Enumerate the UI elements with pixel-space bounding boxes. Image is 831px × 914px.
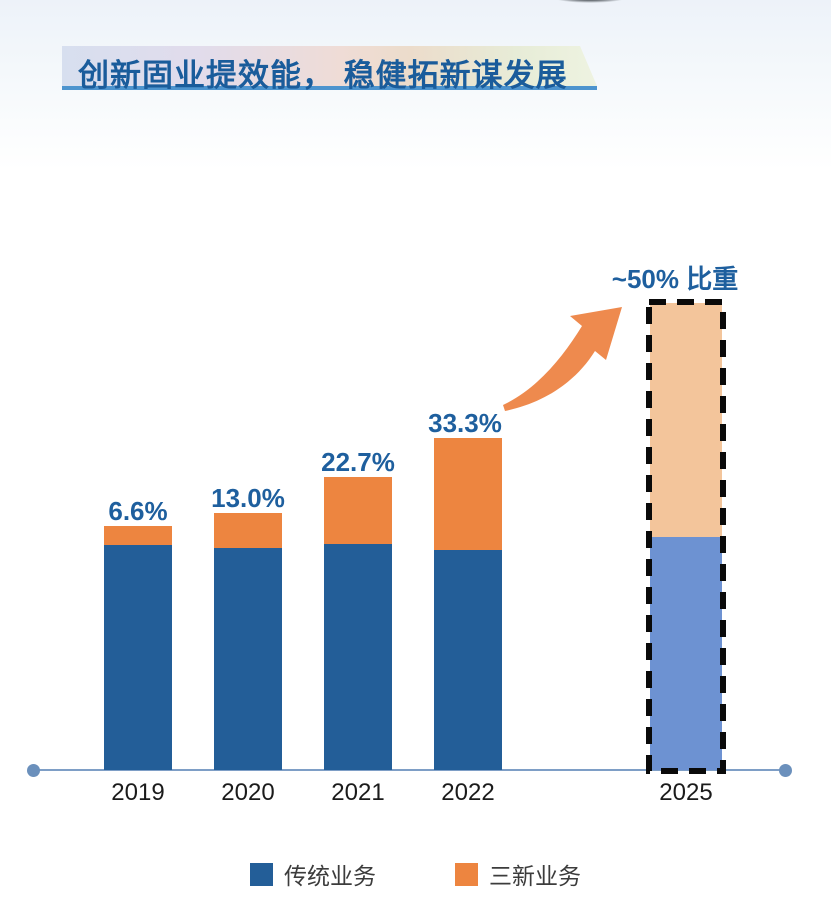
legend-swatch-icon bbox=[455, 862, 478, 886]
legend-swatch-icon bbox=[250, 862, 273, 886]
page-title: 创新固业提效能， 稳健拓新谋发展 bbox=[78, 58, 568, 93]
bar-segment-traditional-business bbox=[214, 548, 282, 770]
bar-label-2022: 33.3% bbox=[428, 408, 502, 438]
legend-item-三新业务: 三新业务 bbox=[455, 857, 581, 891]
axis-label-2021: 2021 bbox=[331, 779, 385, 806]
title-banner: 创新固业提效能， 稳健拓新谋发展 bbox=[62, 46, 597, 93]
bar-segment-new-business bbox=[104, 526, 172, 545]
bar-segment-traditional-business bbox=[104, 545, 172, 770]
bar-label-2020: 13.0% bbox=[211, 483, 285, 513]
bar-segment-new-business bbox=[324, 477, 392, 544]
x-axis-line bbox=[33, 769, 786, 771]
x-axis-right-endpoint bbox=[779, 764, 792, 777]
legend-label: 三新业务 bbox=[489, 863, 581, 889]
bar-segment-traditional-business bbox=[434, 550, 502, 770]
title-banner-background bbox=[62, 46, 597, 86]
decorative-ellipse bbox=[551, 0, 629, 3]
bar-label-2019: 6.6% bbox=[108, 496, 168, 526]
x-axis-left-endpoint bbox=[27, 764, 40, 777]
bar-label-2021: 22.7% bbox=[321, 447, 395, 477]
growth-arrow-icon bbox=[503, 307, 622, 411]
bar-2020 bbox=[214, 513, 282, 770]
title-underline bbox=[62, 86, 597, 90]
bar-segment-new-business bbox=[650, 303, 722, 537]
chart-legend: 传统业务 三新业务 bbox=[0, 857, 831, 889]
bar-2021 bbox=[324, 477, 392, 770]
bar-segment-new-business bbox=[214, 513, 282, 548]
axis-label-2022: 2022 bbox=[441, 779, 495, 806]
bar-segment-traditional-business bbox=[324, 544, 392, 770]
bar-segment-traditional-business bbox=[650, 537, 722, 770]
bar-label-2025: ~50% 比重 bbox=[611, 264, 739, 294]
axis-label-2019: 2019 bbox=[111, 779, 165, 806]
legend-item-传统业务: 传统业务 bbox=[250, 857, 376, 891]
bar-segment-new-business bbox=[434, 438, 502, 550]
axis-label-2020: 2020 bbox=[221, 779, 275, 806]
legend-label: 传统业务 bbox=[284, 863, 376, 889]
axis-label-2025: 2025 bbox=[659, 779, 713, 806]
bar-2019 bbox=[104, 526, 172, 770]
bar-2022 bbox=[434, 438, 502, 770]
bar-2025 bbox=[646, 299, 726, 774]
